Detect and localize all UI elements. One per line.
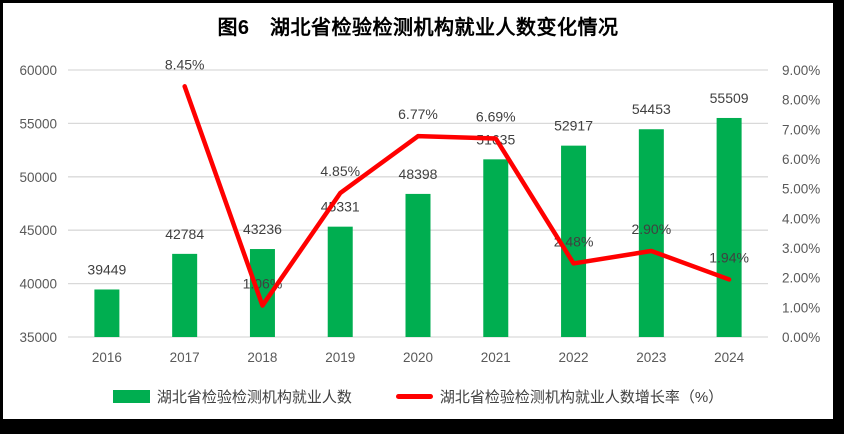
legend-bar-label: 湖北省检验检测机构就业人数 bbox=[156, 389, 352, 406]
legend-line-label: 湖北省检验检测机构就业人数增长率（%） bbox=[439, 389, 724, 406]
bar bbox=[405, 193, 431, 337]
line-value-label: 1.94% bbox=[709, 249, 749, 265]
line-value-label: 2.90% bbox=[631, 221, 671, 237]
legend-entry-employment: 湖北省检验检测机构就业人数 bbox=[112, 386, 352, 407]
x-axis-label: 2019 bbox=[325, 350, 355, 365]
right-axis-tick-label: 9.00% bbox=[782, 63, 820, 78]
line-value-label: 4.85% bbox=[320, 163, 360, 179]
line-value-label: 6.77% bbox=[398, 106, 438, 122]
growth-rate-line bbox=[182, 84, 732, 308]
bar bbox=[638, 129, 664, 337]
right-axis-tick-label: 1.00% bbox=[782, 300, 820, 315]
left-axis-tick-label: 50000 bbox=[19, 170, 57, 185]
x-axis-label: 2024 bbox=[714, 350, 745, 365]
x-axis-label: 2017 bbox=[170, 350, 200, 365]
bar bbox=[561, 145, 587, 337]
chart-canvas: 35000 40000 45000 50000 55000 60000 0.00% 1.00%… bbox=[19, 56, 820, 365]
line-value-label: 6.69% bbox=[476, 109, 516, 125]
bar-value-label: 42784 bbox=[165, 226, 204, 242]
legend: 湖北省检验检测机构就业人数 湖北省检验检测机构就业人数增长率（%） bbox=[3, 386, 833, 407]
bar-value-label: 48398 bbox=[399, 166, 438, 182]
left-axis-tick-label: 35000 bbox=[19, 330, 57, 345]
left-axis-tick-label: 60000 bbox=[19, 63, 57, 78]
line-value-label: 8.45% bbox=[165, 56, 205, 72]
left-axis-tick-label: 55000 bbox=[19, 116, 57, 131]
bar bbox=[172, 253, 198, 337]
bar-series-swatch-icon bbox=[112, 390, 150, 403]
bar-value-label: 43236 bbox=[243, 221, 282, 237]
x-axis-label: 2016 bbox=[92, 350, 122, 365]
bar-value-label: 39449 bbox=[87, 261, 126, 277]
right-axis-tick-label: 3.00% bbox=[782, 241, 820, 256]
bar bbox=[483, 159, 509, 337]
x-axis-label: 2021 bbox=[481, 350, 511, 365]
right-axis-tick-label: 6.00% bbox=[782, 152, 820, 167]
bar-value-label: 52917 bbox=[554, 118, 593, 134]
line-series-swatch-icon bbox=[395, 394, 433, 399]
right-axis-tick-label: 8.00% bbox=[782, 93, 820, 108]
x-axis-label: 2018 bbox=[247, 350, 277, 365]
bar bbox=[327, 226, 353, 337]
bar bbox=[716, 117, 742, 337]
chart-panel: 图6 湖北省检验检测机构就业人数变化情况 35000 40000 45000 5000… bbox=[3, 3, 833, 419]
left-axis-tick-label: 40000 bbox=[19, 277, 57, 292]
bar bbox=[94, 289, 120, 337]
x-axis-label: 2022 bbox=[559, 350, 589, 365]
right-axis-tick-label: 0.00% bbox=[782, 330, 820, 345]
right-axis-tick-label: 7.00% bbox=[782, 122, 820, 137]
chart-title: 图6 湖北省检验检测机构就业人数变化情况 bbox=[217, 17, 619, 39]
right-axis-tick-label: 4.00% bbox=[782, 211, 820, 226]
legend-entry-growth-rate: 湖北省检验检测机构就业人数增长率（%） bbox=[395, 386, 724, 407]
bar-value-label: 54453 bbox=[632, 101, 671, 117]
x-axis-label: 2020 bbox=[403, 350, 433, 365]
x-axis-label: 2023 bbox=[636, 350, 666, 365]
left-axis-tick-label: 45000 bbox=[19, 223, 57, 238]
right-axis-tick-label: 2.00% bbox=[782, 271, 820, 286]
right-axis-tick-label: 5.00% bbox=[782, 182, 820, 197]
bar-value-label: 55509 bbox=[710, 90, 749, 106]
